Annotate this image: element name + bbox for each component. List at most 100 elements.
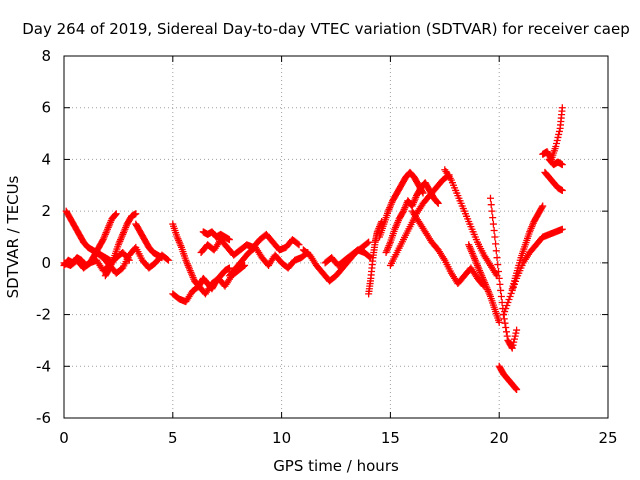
chart-title: Day 264 of 2019, Sidereal Day-to-day VTE… (22, 20, 630, 38)
data-point (495, 318, 503, 326)
data-point (553, 136, 561, 144)
data-point (434, 199, 442, 207)
data-point (555, 130, 563, 138)
x-axis-label: GPS time / hours (273, 457, 399, 475)
data-point (491, 233, 499, 241)
data-point (511, 332, 519, 340)
data-point (98, 237, 106, 245)
data-point (558, 104, 566, 112)
y-tick-label: -4 (36, 357, 51, 375)
data-point (495, 274, 503, 282)
data-point (164, 256, 172, 264)
data-point (488, 207, 496, 215)
data-point (500, 311, 508, 319)
data-point (555, 127, 563, 135)
data-point (132, 210, 140, 218)
data-point (503, 332, 511, 340)
data-point (558, 225, 566, 233)
series-track-aa (545, 155, 566, 169)
data-point (111, 211, 119, 219)
data-point (513, 326, 521, 334)
data-point (501, 319, 509, 327)
data-point (434, 199, 442, 207)
series-track-z (541, 168, 566, 194)
series-track-k (225, 243, 312, 280)
data-point (487, 201, 495, 209)
data-point (538, 203, 546, 211)
data-point (295, 241, 303, 249)
data-point (502, 324, 510, 331)
data-point (493, 254, 501, 262)
data-point (399, 208, 407, 216)
data-point (163, 255, 171, 263)
x-tick-label: 15 (381, 429, 400, 447)
data-point (512, 385, 520, 393)
data-point (506, 292, 514, 300)
series-track-m (321, 246, 375, 269)
data-point (502, 305, 510, 313)
data-point (489, 214, 497, 222)
data-point (494, 267, 502, 275)
data-point (490, 227, 498, 235)
x-tick-label: 20 (490, 429, 509, 447)
data-point (513, 386, 521, 394)
x-tick-label: 5 (168, 429, 178, 447)
series-track-w (500, 225, 566, 319)
y-tick-label: 4 (41, 150, 51, 168)
x-tick-label: 10 (272, 429, 291, 447)
data-point (158, 254, 166, 262)
data-point (553, 139, 561, 147)
data-point (504, 299, 512, 307)
data-point (225, 264, 233, 272)
data-point (552, 143, 560, 150)
data-point (507, 289, 515, 297)
series-track-d (93, 243, 172, 277)
data-point (502, 328, 510, 336)
data-point (366, 253, 374, 261)
data-point (554, 133, 562, 141)
data-point (240, 262, 248, 270)
series-track-r (408, 207, 488, 290)
data-point (505, 295, 513, 303)
y-tick-label: 6 (41, 99, 51, 117)
y-axis-label: SDTVAR / TECUs (4, 175, 22, 298)
plot-frame (63, 55, 609, 419)
series-track-y (539, 104, 566, 163)
y-tick-label: -2 (36, 306, 51, 324)
data-point (512, 329, 520, 337)
data-point (503, 302, 511, 310)
series-track-u (486, 194, 521, 352)
series-track-i (197, 230, 303, 259)
series-track-h (169, 261, 249, 306)
y-tick-label: 8 (41, 47, 51, 65)
x-tick-label: 0 (59, 429, 69, 447)
data-point (500, 315, 508, 323)
data-point (225, 236, 233, 244)
series-track-n (365, 217, 386, 298)
data-point (509, 341, 517, 349)
x-axis: 0 5 10 15 20 25 (59, 56, 618, 447)
series-track-f (132, 220, 166, 262)
y-tick-label: 0 (41, 254, 51, 272)
data-point (496, 280, 504, 288)
x-tick-label: 25 (598, 429, 617, 447)
data-point (497, 292, 505, 300)
data-point (492, 247, 500, 255)
series-track-t (465, 241, 503, 326)
data-point (510, 338, 518, 346)
series-track-x (508, 202, 547, 293)
data-point (510, 335, 518, 343)
data-point (365, 238, 373, 246)
data-point (489, 220, 497, 228)
series-track-s (441, 166, 501, 280)
data-point (294, 240, 302, 248)
data-point (492, 240, 500, 248)
y-tick-label: 2 (41, 202, 51, 220)
data-points (60, 104, 566, 394)
data-point (486, 194, 494, 202)
data-point (558, 186, 566, 194)
data-point (539, 202, 547, 210)
data-point (364, 239, 372, 247)
series-track-j (199, 228, 233, 244)
